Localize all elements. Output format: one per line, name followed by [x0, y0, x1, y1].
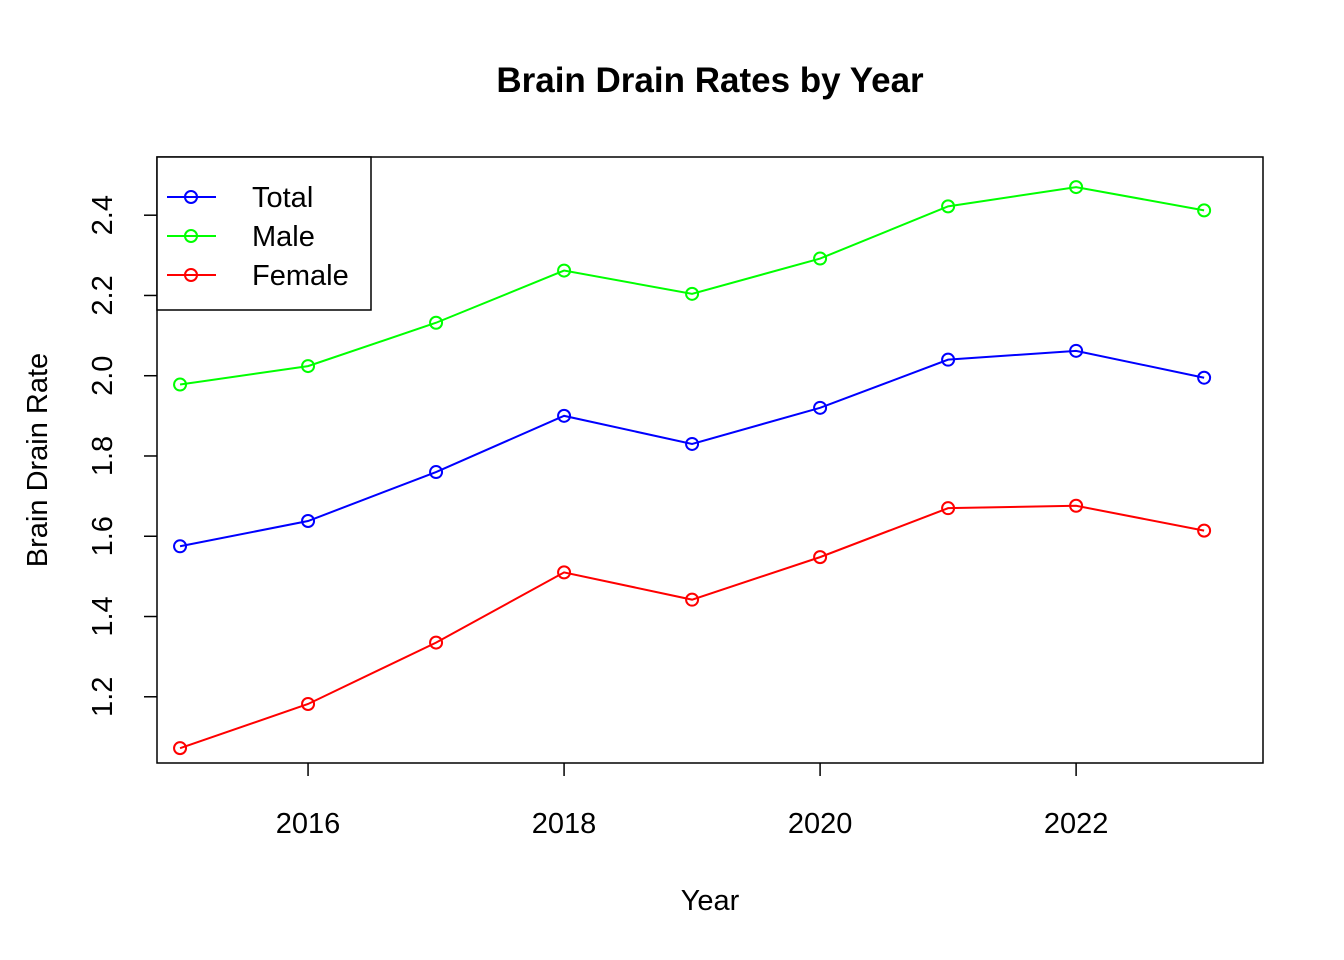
data-point-male-2020 [813, 251, 828, 266]
legend-item-female: Female [167, 260, 349, 292]
legend-item-male: Male [167, 221, 315, 253]
x-tick-label: 2020 [788, 808, 853, 840]
data-point-total-2015 [173, 539, 188, 554]
series-line-female [179, 504, 1205, 750]
x-axis: 2016 2018 2020 2022 [276, 763, 1109, 840]
data-point-male-2022 [1069, 180, 1084, 195]
series-line-male [179, 186, 1205, 386]
x-tick-label: 2022 [1044, 808, 1109, 840]
y-tick-label: 1.6 [87, 516, 119, 556]
data-point-male-2023 [1197, 203, 1212, 218]
data-point-female-2017 [429, 635, 444, 650]
y-tick-label: 1.8 [87, 436, 119, 476]
data-point-male-2016 [301, 359, 316, 374]
data-point-total-2021 [941, 352, 956, 367]
data-point-male-2021 [941, 199, 956, 214]
y-tick-label: 2.0 [87, 356, 119, 396]
legend-marker [184, 268, 198, 282]
legend-marker [184, 229, 198, 243]
y-tick-label: 2.2 [87, 275, 119, 315]
data-point-female-2019 [685, 592, 700, 607]
data-point-total-2023 [1197, 370, 1212, 385]
x-axis-label: Year [681, 885, 740, 917]
legend-item-total: Total [167, 182, 313, 214]
legend-label: Female [252, 260, 349, 292]
data-point-female-2023 [1197, 523, 1212, 538]
data-point-total-2022 [1069, 343, 1084, 358]
y-axis: 1.2 1.4 1.6 1.8 2.0 2.2 2.4 [87, 195, 157, 717]
data-point-male-2019 [685, 286, 700, 301]
legend-marker [184, 190, 198, 204]
data-point-female-2016 [301, 697, 316, 712]
chart-title: Brain Drain Rates by Year [496, 61, 924, 100]
data-point-male-2015 [173, 377, 188, 392]
data-point-total-2018 [557, 408, 572, 423]
x-tick-label: 2016 [276, 808, 341, 840]
plot-frame [156, 156, 1264, 764]
series-female [173, 498, 1212, 756]
data-point-female-2020 [813, 550, 828, 565]
data-point-male-2018 [557, 263, 572, 278]
series-total [173, 343, 1212, 554]
data-point-total-2017 [429, 465, 444, 480]
series-male [173, 180, 1212, 392]
legend-label: Male [252, 221, 315, 253]
y-tick-label: 1.4 [87, 596, 119, 636]
data-point-female-2022 [1069, 498, 1084, 513]
legend-label: Total [252, 182, 313, 214]
data-point-female-2015 [173, 741, 188, 756]
data-point-female-2018 [557, 565, 572, 580]
legend-box [156, 156, 372, 311]
data-point-total-2020 [813, 400, 828, 415]
data-point-total-2019 [685, 436, 700, 451]
data-point-male-2017 [429, 315, 444, 330]
y-tick-label: 1.2 [87, 677, 119, 717]
series-layer [173, 180, 1212, 756]
y-axis-label: Brain Drain Rate [22, 353, 54, 567]
x-tick-label: 2018 [532, 808, 597, 840]
series-line-total [179, 349, 1205, 548]
data-point-total-2016 [301, 514, 316, 529]
legend: Total Male Female [156, 156, 372, 311]
data-point-female-2021 [941, 501, 956, 516]
y-tick-label: 2.4 [87, 195, 119, 235]
